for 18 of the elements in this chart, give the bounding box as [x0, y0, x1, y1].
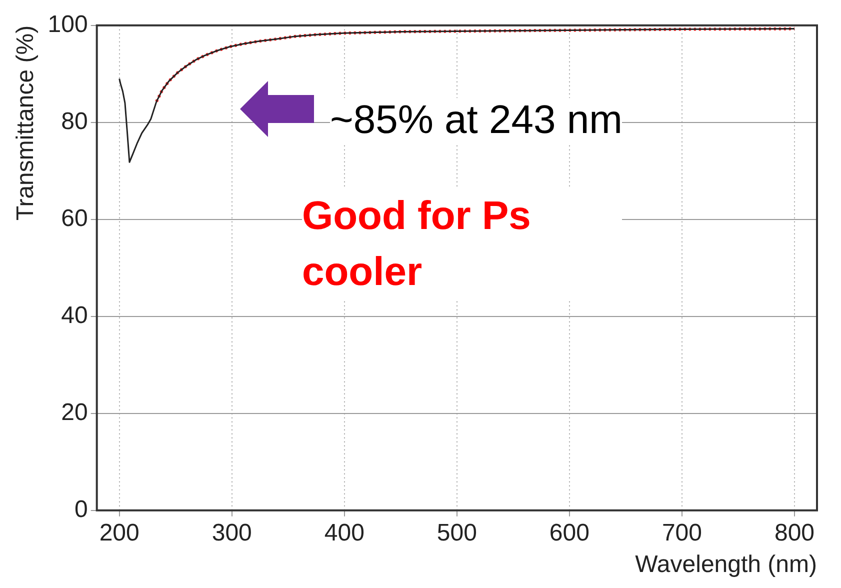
y-tick-label: 100: [48, 11, 88, 38]
x-tick-label: 800: [774, 519, 815, 546]
y-axis-title: Transmittance (%): [12, 25, 40, 221]
annotation: Good for Ps cooler: [302, 188, 622, 300]
x-tick-label: 500: [436, 519, 477, 546]
x-tick-label: 400: [324, 519, 364, 546]
line-series: [154, 27, 796, 104]
x-axis-title: Wavelength (nm): [635, 551, 817, 578]
y-tick-label: 0: [74, 496, 88, 524]
y-tick-label: 20: [61, 399, 88, 426]
x-tick-label: 700: [662, 519, 702, 546]
y-tick-label: 40: [61, 302, 88, 330]
x-tick-label: 600: [549, 519, 590, 546]
y-tick-label: 80: [61, 108, 88, 136]
x-tick-label: 200: [99, 519, 140, 546]
y-tick-label: 60: [61, 205, 88, 232]
x-tick-label: 300: [212, 519, 252, 546]
annotation: ~85% at 243 nm: [330, 98, 622, 143]
